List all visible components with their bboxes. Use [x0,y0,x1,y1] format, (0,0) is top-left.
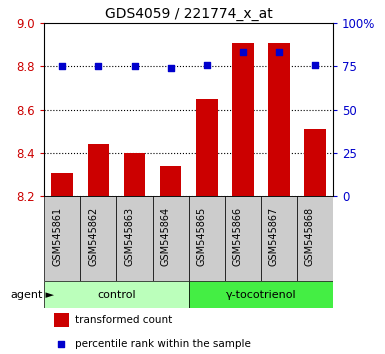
Text: GSM545866: GSM545866 [233,207,243,266]
Text: GSM545865: GSM545865 [197,207,207,266]
Text: GSM545867: GSM545867 [269,207,279,266]
Bar [80,196,116,281]
Bar [88,144,109,196]
Text: percentile rank within the sample: percentile rank within the sample [75,339,251,349]
Bar [160,166,181,196]
Bar [189,196,225,281]
Text: control: control [97,290,136,300]
Text: γ-tocotrienol: γ-tocotrienol [226,290,296,300]
Bar [189,281,333,308]
Text: transformed count: transformed count [75,315,172,325]
Point [167,65,174,71]
Text: ►: ► [42,290,54,300]
Bar [261,196,297,281]
Bar [304,129,326,196]
Bar [44,281,189,308]
Point [240,50,246,55]
Point [131,63,137,69]
Point [59,63,65,69]
Point [312,62,318,68]
Bar [232,42,254,196]
Bar [116,196,152,281]
Bar [196,99,218,196]
Text: agent: agent [10,290,42,300]
Text: GSM545864: GSM545864 [161,207,171,266]
Text: GSM545861: GSM545861 [52,207,62,266]
Bar [152,196,189,281]
Point [58,341,64,347]
Text: GSM545868: GSM545868 [305,207,315,266]
Point [95,63,102,69]
Bar [54,313,69,327]
Title: GDS4059 / 221774_x_at: GDS4059 / 221774_x_at [105,7,273,21]
Point [276,50,282,55]
Bar [44,196,80,281]
Bar [268,42,290,196]
Bar [297,196,333,281]
Bar [124,153,146,196]
Bar [225,196,261,281]
Text: GSM545862: GSM545862 [89,207,99,266]
Point [204,62,210,68]
Text: GSM545863: GSM545863 [124,207,134,266]
Bar [52,173,73,196]
